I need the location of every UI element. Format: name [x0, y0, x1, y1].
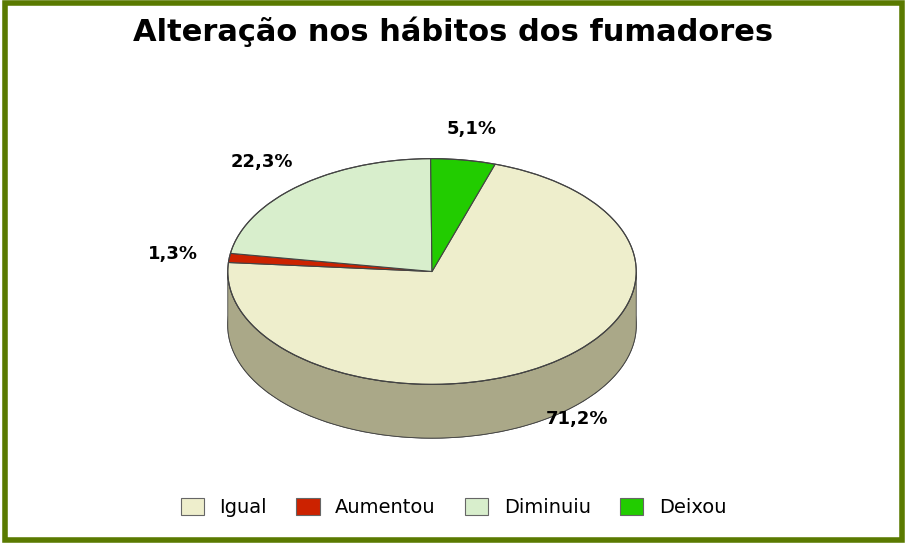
Polygon shape [230, 159, 432, 272]
Text: 1,3%: 1,3% [148, 245, 198, 263]
Polygon shape [228, 272, 636, 438]
Text: Alteração nos hábitos dos fumadores: Alteração nos hábitos dos fumadores [133, 16, 774, 47]
Polygon shape [431, 159, 495, 272]
Text: 5,1%: 5,1% [447, 120, 497, 138]
Text: 71,2%: 71,2% [546, 409, 609, 427]
Ellipse shape [228, 212, 636, 438]
Polygon shape [228, 164, 636, 384]
Polygon shape [229, 254, 432, 272]
Text: 22,3%: 22,3% [230, 153, 293, 171]
Legend: Igual, Aumentou, Diminuiu, Deixou: Igual, Aumentou, Diminuiu, Deixou [173, 490, 734, 525]
